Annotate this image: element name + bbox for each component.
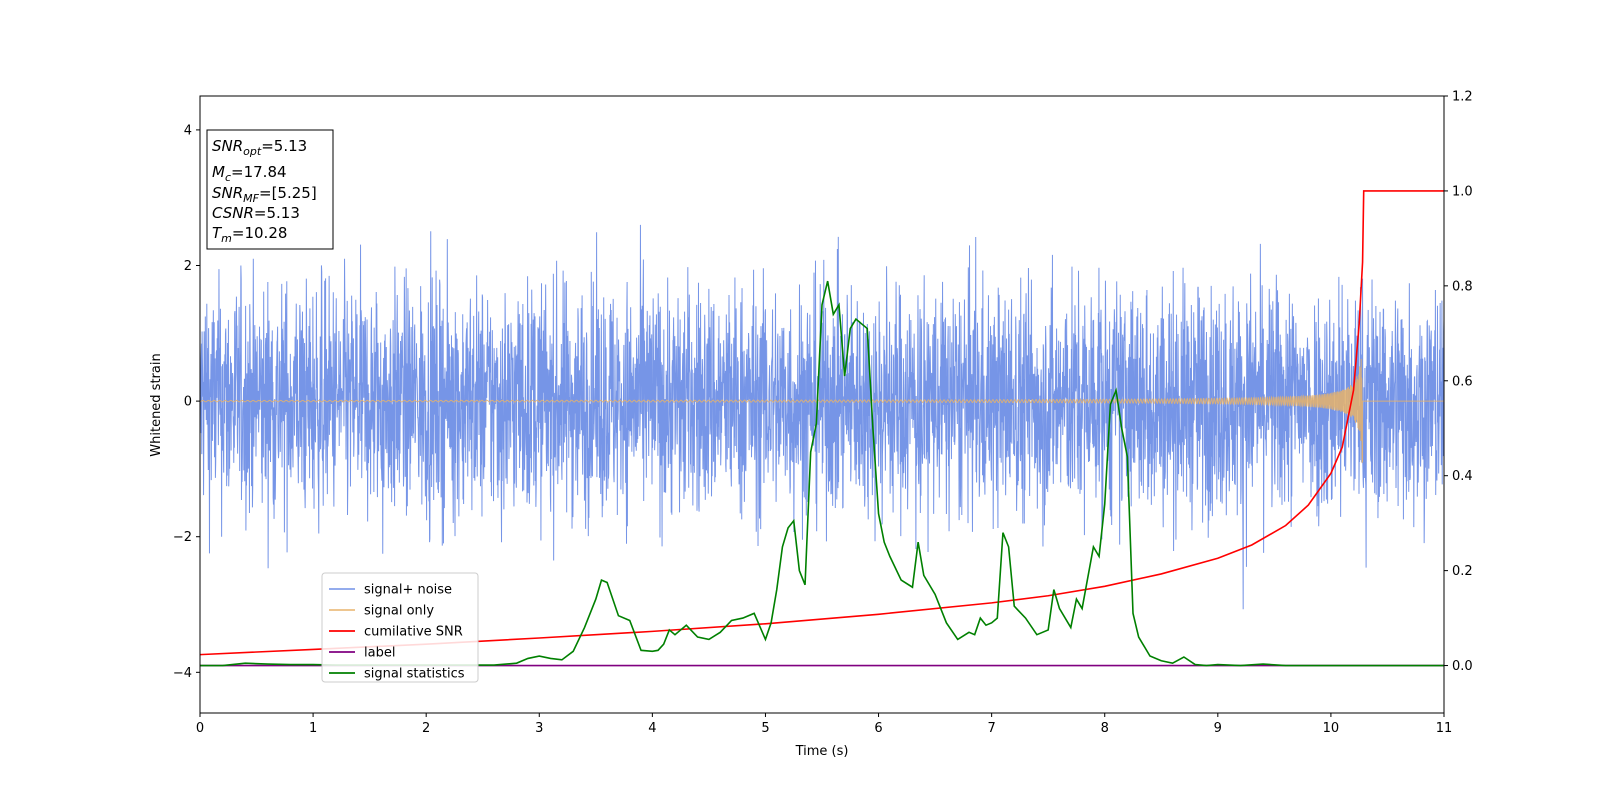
y2-tick-label: 0.6 — [1452, 374, 1473, 389]
legend-label: cumilative SNR — [364, 625, 463, 640]
y2-tick-label: 0.4 — [1452, 469, 1473, 484]
series-signal-only-line — [200, 358, 1444, 464]
annotation-mc: Mc=17.84 — [212, 163, 287, 184]
y-tick-label: −2 — [173, 530, 192, 545]
x-tick-label: 4 — [648, 721, 656, 736]
legend: signal+ noise signal only cumilative SNR la… — [321, 572, 479, 683]
y2-tick-label: 1.2 — [1452, 90, 1473, 105]
annotation-snr-mf: SNRMF=[5.25] — [212, 184, 317, 205]
legend-label: signal statistics — [364, 667, 465, 682]
legend-frame — [321, 572, 479, 683]
axes: 0 1 2 3 4 5 6 7 8 9 10 11 −4 −2 0 2 4 0.0 0.2 0.4 0.6 0.8 1.0 1… — [173, 90, 1473, 737]
x-tick-label: 7 — [987, 721, 995, 736]
y-tick-label: −4 — [173, 666, 192, 681]
x-axis-label: Time (s) — [795, 744, 849, 759]
y-axis-label: Whitened strain — [149, 353, 164, 456]
y-tick-label: 2 — [184, 259, 192, 274]
plot-frame — [199, 95, 1445, 714]
annotation-csnr: CSNR=5.13 — [212, 204, 300, 222]
x-tick-label: 1 — [309, 721, 317, 736]
legend-label: signal only — [364, 604, 434, 619]
x-tick-label: 2 — [422, 721, 430, 736]
series-signal-statistics-line — [200, 280, 1444, 667]
series-cumulative-snr-line — [200, 190, 1444, 656]
y2-tick-label: 1.0 — [1452, 184, 1473, 199]
annotation-tm: Tm=10.28 — [212, 224, 287, 245]
y-tick-label: 0 — [184, 395, 192, 410]
x-tick-label: 0 — [196, 721, 204, 736]
series-signal-noise-line — [200, 224, 1444, 610]
x-tick-label: 5 — [761, 721, 769, 736]
x-tick-label: 8 — [1101, 721, 1109, 736]
x-tick-label: 11 — [1436, 721, 1453, 736]
legend-label: label — [364, 646, 395, 661]
y2-tick-label: 0.0 — [1452, 659, 1473, 674]
annotation-box: SNRopt=5.13 Mc=17.84 SNRMF=[5.25] CSNR=5… — [206, 129, 334, 250]
legend-label: signal+ noise — [364, 583, 452, 598]
x-tick-label: 10 — [1323, 721, 1340, 736]
y2-tick-label: 0.8 — [1452, 279, 1473, 294]
x-tick-label: 9 — [1214, 721, 1222, 736]
x-tick-label: 3 — [535, 721, 543, 736]
annotation-frame — [206, 129, 334, 250]
y2-tick-label: 0.2 — [1452, 564, 1473, 579]
y-tick-label: 4 — [184, 123, 192, 138]
x-tick-label: 6 — [874, 721, 882, 736]
annotation-snr-opt: SNRopt=5.13 — [212, 137, 307, 158]
